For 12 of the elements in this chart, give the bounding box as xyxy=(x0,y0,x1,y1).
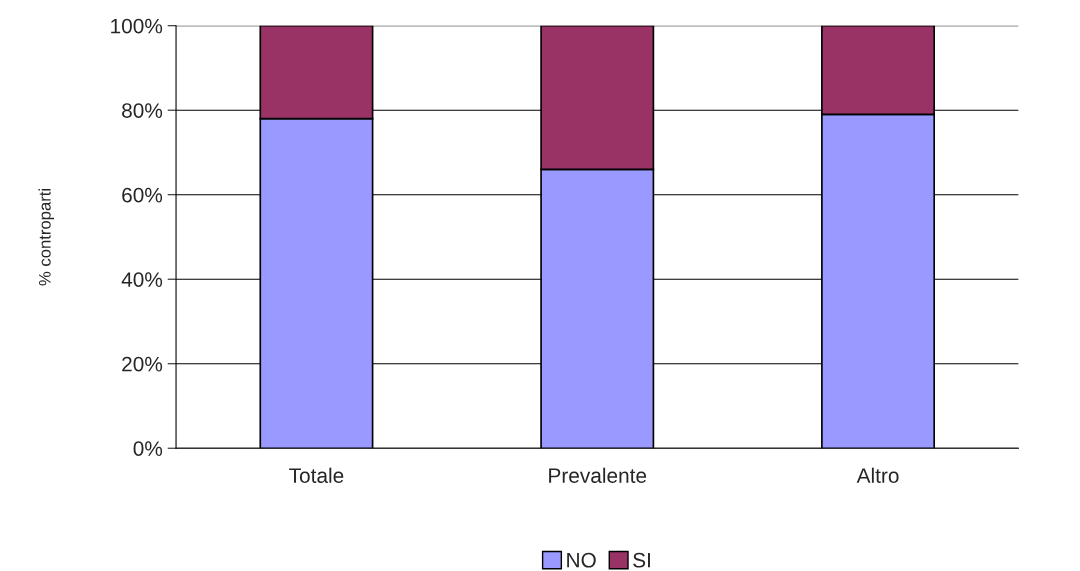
y-tick-label: 40% xyxy=(121,272,163,287)
legend-label: NO xyxy=(567,552,596,568)
y-tick-label: 0% xyxy=(133,441,163,456)
x-tick-label: Totale xyxy=(289,467,344,483)
x-tick-label: Prevalente xyxy=(549,467,647,483)
legend-label: SI xyxy=(633,552,650,568)
y-axis-title: % controparti xyxy=(38,188,55,286)
y-tick-label: 20% xyxy=(122,356,163,372)
y-tick-label: 80% xyxy=(122,103,163,118)
x-tick-label: Altro xyxy=(856,467,899,483)
y-tick-label: 100% xyxy=(111,18,163,34)
y-tick-label: 60% xyxy=(122,187,163,203)
